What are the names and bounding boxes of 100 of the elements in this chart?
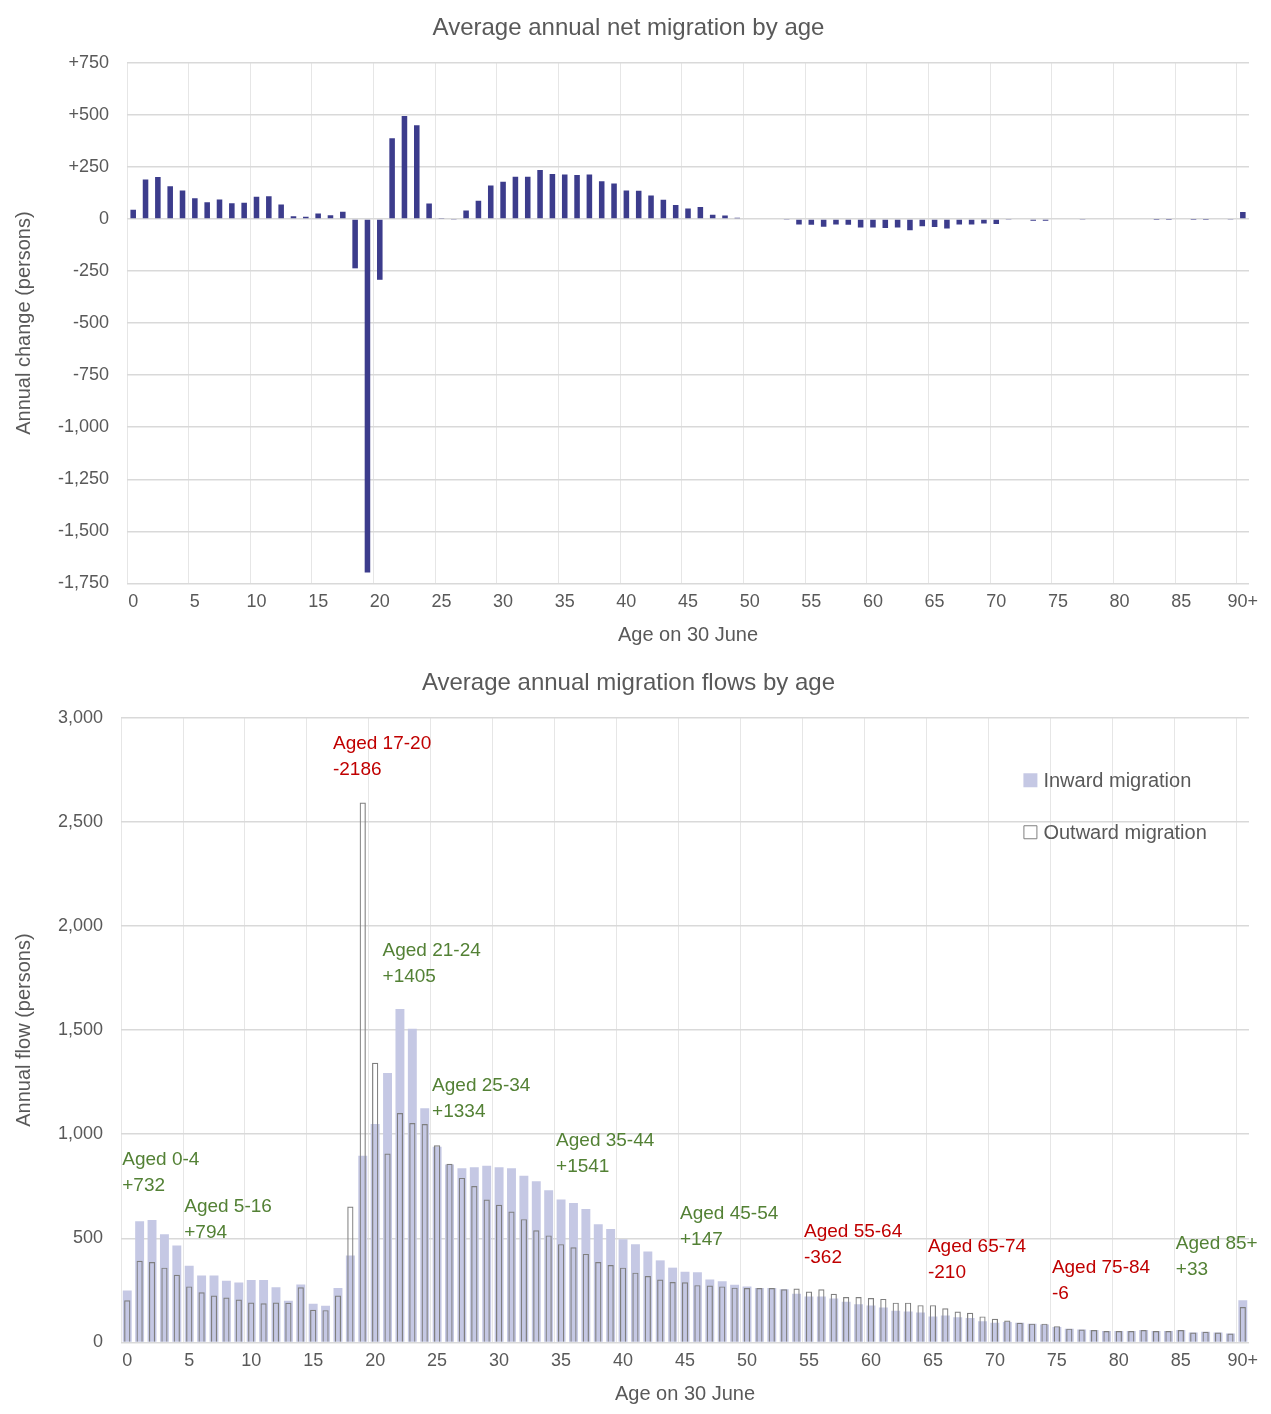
y-tick-label: -250 [73, 260, 110, 281]
bar [352, 219, 358, 269]
bar [389, 138, 395, 219]
bar [820, 219, 827, 227]
annotation: Aged 65-74 -210 [927, 1235, 1027, 1283]
y-tick-label: 1,000 [58, 1123, 104, 1144]
y-tick-label: +500 [68, 103, 110, 124]
x-tick-label: 15 [303, 1350, 324, 1371]
x-tick-label: 50 [739, 591, 760, 612]
y-tick-label: +750 [68, 51, 110, 72]
annotation: Aged 35-44 +1541 [556, 1128, 655, 1176]
bar [500, 181, 506, 219]
x-tick-label: 0 [122, 1350, 133, 1371]
x-tick-label: 35 [551, 1350, 572, 1371]
y-tick-label: 0 [93, 1331, 104, 1352]
bar [537, 170, 543, 219]
bar [648, 195, 654, 219]
bar [549, 174, 556, 219]
y-tick-label: -500 [73, 312, 110, 333]
bar [229, 203, 235, 219]
bar [796, 219, 802, 225]
x-tick-label: 30 [489, 1350, 510, 1371]
y-axis-title: Annual flow (persons) [11, 933, 34, 1127]
x-tick-label: 5 [184, 1350, 195, 1371]
bar [426, 203, 432, 219]
legend-label: Outward migration [1043, 820, 1207, 843]
y-tick-label: 1,500 [58, 1019, 104, 1040]
bar [593, 1224, 603, 1342]
x-tick-label: 10 [241, 1350, 262, 1371]
x-tick-label: 45 [678, 591, 699, 612]
x-tick-label: 80 [1109, 591, 1130, 612]
annotation: Aged 45-54 +147 [680, 1201, 779, 1249]
chart-title: Average annual net migration by age [432, 13, 825, 41]
x-tick-label: 85 [1171, 591, 1192, 612]
bar [234, 1282, 244, 1342]
bar [1240, 212, 1246, 219]
x-tick-label: 30 [493, 591, 514, 612]
x-tick-label: 75 [1047, 591, 1068, 612]
bar [993, 219, 1000, 224]
x-tick-label: 15 [308, 591, 329, 612]
bar [586, 174, 593, 219]
x-tick-label: 90+ [1227, 1350, 1259, 1371]
x-axis-title: Age on 30 June [614, 1381, 756, 1404]
bar [685, 208, 691, 219]
x-tick-label: 70 [986, 591, 1007, 612]
y-tick-label: -1,500 [57, 520, 110, 541]
x-tick-label: 55 [798, 1350, 819, 1371]
y-tick-label: -1,750 [57, 572, 110, 593]
y-tick-label: 2,500 [58, 810, 104, 831]
bar [870, 219, 876, 228]
x-tick-label: 45 [675, 1350, 696, 1371]
x-tick-label: 25 [431, 591, 452, 612]
x-tick-label: 65 [922, 1350, 943, 1371]
bar [463, 210, 469, 219]
chart-title: Average annual migration flows by age [421, 668, 836, 696]
bar [956, 219, 963, 225]
x-tick-label: 75 [1046, 1350, 1067, 1371]
annotation: Aged 55-64 -362 [803, 1219, 903, 1267]
bar [907, 219, 913, 231]
bar [623, 190, 630, 219]
bar [179, 190, 186, 219]
x-tick-label: 40 [616, 591, 637, 612]
x-tick-label: 25 [427, 1350, 448, 1371]
bar [581, 1208, 591, 1342]
bar [574, 175, 580, 219]
y-tick-label: 500 [73, 1227, 104, 1248]
bar [722, 215, 728, 219]
bar [524, 176, 531, 219]
annotation: Aged 21-24 +1405 [382, 939, 482, 987]
bar [266, 196, 272, 219]
x-tick-label: 60 [862, 591, 883, 612]
bar [204, 202, 210, 219]
x-tick-label: 55 [801, 591, 822, 612]
y-tick-label: 3,000 [58, 706, 104, 727]
annotation: Aged 75-84 -6 [1051, 1256, 1151, 1304]
x-tick-label: 10 [246, 591, 267, 612]
bar [414, 125, 420, 219]
x-tick-label: 0 [128, 591, 139, 612]
y-tick-label: -750 [73, 364, 110, 385]
x-tick-label: 90+ [1227, 591, 1259, 612]
x-tick-label: 60 [860, 1350, 881, 1371]
bar [167, 186, 173, 219]
bar [944, 219, 950, 229]
bar [561, 174, 568, 219]
bar [315, 213, 321, 219]
bar [981, 219, 987, 224]
bar [401, 116, 408, 219]
bar [241, 202, 247, 219]
x-tick-label: 80 [1108, 1350, 1129, 1371]
bar [487, 185, 494, 219]
x-tick-label: 35 [554, 591, 575, 612]
y-tick-label: 2,000 [58, 914, 104, 935]
x-tick-label: 65 [924, 591, 945, 612]
x-tick-label: 85 [1170, 1350, 1191, 1371]
bar [130, 209, 136, 219]
bar [598, 181, 605, 219]
y-tick-label: +250 [68, 155, 110, 176]
annotation: Aged 25-34 +1334 [432, 1074, 531, 1122]
y-tick-label: -1,000 [57, 416, 110, 437]
annotation: Aged 17-20 -2186 [332, 732, 432, 780]
